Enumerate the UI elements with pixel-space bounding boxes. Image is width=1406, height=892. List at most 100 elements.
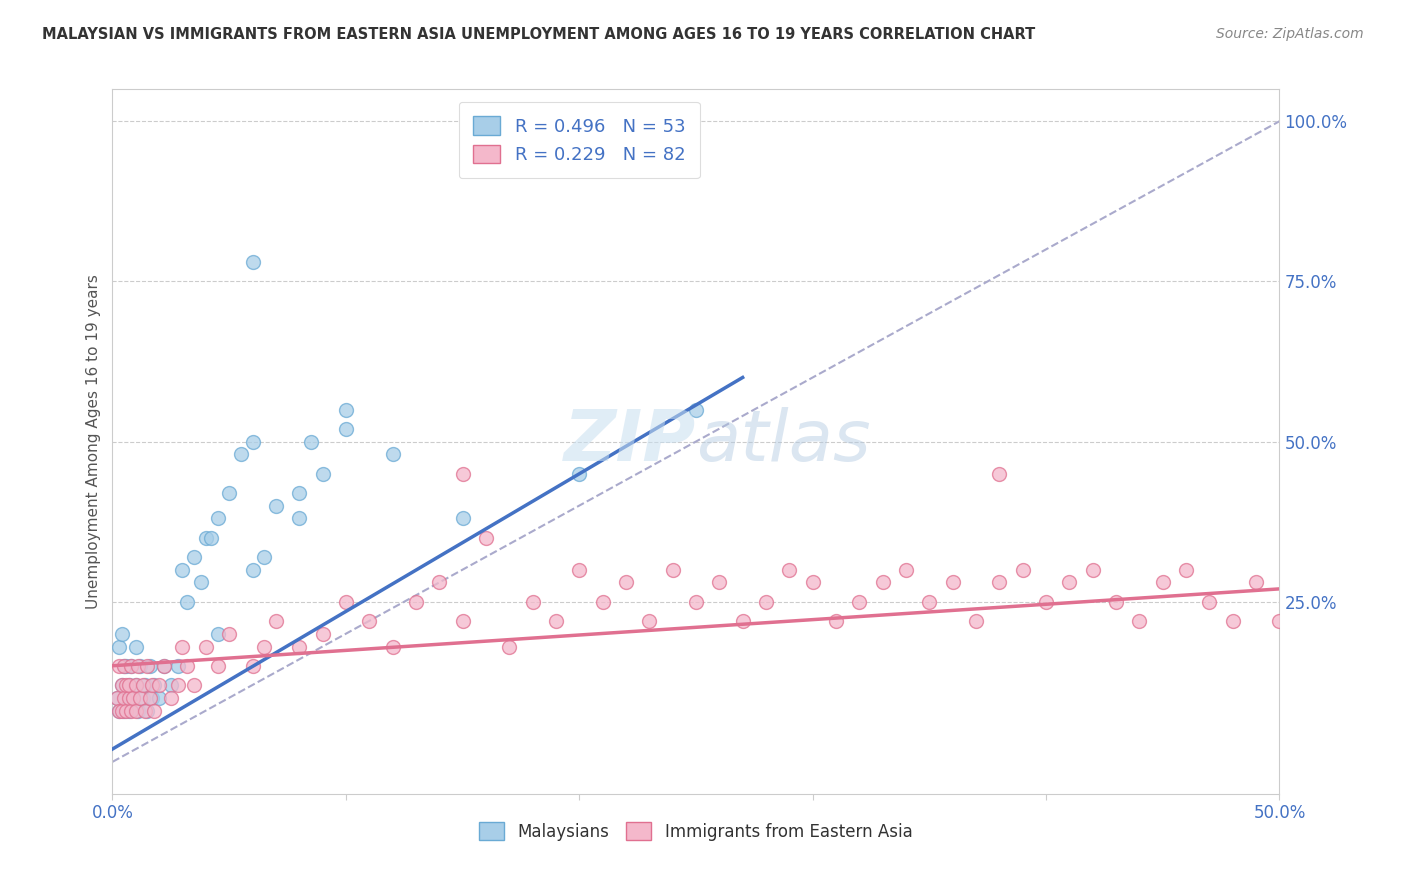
Point bbox=[335, 402, 357, 417]
Point bbox=[1081, 563, 1104, 577]
Point bbox=[451, 614, 474, 628]
Point bbox=[108, 658, 131, 673]
Point bbox=[143, 704, 166, 718]
Point bbox=[108, 640, 131, 654]
Point bbox=[1198, 595, 1220, 609]
Point bbox=[112, 658, 135, 673]
Point bbox=[132, 690, 155, 705]
Point bbox=[661, 563, 683, 577]
Point bbox=[1035, 595, 1057, 609]
Point bbox=[638, 614, 661, 628]
Point bbox=[115, 690, 138, 705]
Point bbox=[120, 658, 142, 673]
Point bbox=[242, 563, 264, 577]
Point bbox=[118, 690, 141, 705]
Point bbox=[105, 690, 128, 705]
Point bbox=[253, 640, 276, 654]
Point bbox=[120, 704, 142, 718]
Point bbox=[139, 690, 162, 705]
Point bbox=[118, 678, 141, 692]
Point bbox=[1222, 614, 1244, 628]
Point bbox=[568, 563, 591, 577]
Point bbox=[311, 626, 333, 640]
Point bbox=[207, 658, 229, 673]
Point bbox=[405, 595, 427, 609]
Point bbox=[1152, 575, 1174, 590]
Point bbox=[118, 704, 141, 718]
Point bbox=[381, 447, 404, 461]
Point bbox=[125, 678, 148, 692]
Point bbox=[592, 595, 614, 609]
Point bbox=[614, 575, 637, 590]
Point bbox=[125, 640, 148, 654]
Point bbox=[160, 678, 183, 692]
Point bbox=[264, 614, 287, 628]
Point bbox=[136, 658, 159, 673]
Point bbox=[120, 658, 142, 673]
Point bbox=[451, 511, 474, 525]
Point bbox=[801, 575, 824, 590]
Point bbox=[134, 704, 156, 718]
Text: ZIP: ZIP bbox=[564, 407, 696, 476]
Point bbox=[153, 658, 176, 673]
Point bbox=[1175, 563, 1198, 577]
Point bbox=[115, 658, 138, 673]
Point bbox=[111, 704, 134, 718]
Point bbox=[1011, 563, 1033, 577]
Point bbox=[148, 690, 170, 705]
Point bbox=[129, 690, 152, 705]
Point bbox=[183, 678, 205, 692]
Point bbox=[122, 690, 145, 705]
Point bbox=[988, 467, 1011, 481]
Point bbox=[136, 704, 159, 718]
Point bbox=[134, 678, 156, 692]
Text: MALAYSIAN VS IMMIGRANTS FROM EASTERN ASIA UNEMPLOYMENT AMONG AGES 16 TO 19 YEARS: MALAYSIAN VS IMMIGRANTS FROM EASTERN ASI… bbox=[42, 27, 1035, 42]
Point bbox=[120, 690, 142, 705]
Point bbox=[115, 678, 138, 692]
Point bbox=[988, 575, 1011, 590]
Y-axis label: Unemployment Among Ages 16 to 19 years: Unemployment Among Ages 16 to 19 years bbox=[86, 274, 101, 609]
Point bbox=[166, 658, 188, 673]
Point bbox=[242, 255, 264, 269]
Point bbox=[172, 640, 194, 654]
Point bbox=[498, 640, 520, 654]
Point bbox=[1059, 575, 1081, 590]
Point bbox=[141, 678, 163, 692]
Point bbox=[111, 678, 134, 692]
Point bbox=[1244, 575, 1267, 590]
Point bbox=[141, 690, 163, 705]
Point bbox=[166, 678, 188, 692]
Point bbox=[1268, 614, 1291, 628]
Point bbox=[108, 704, 131, 718]
Point bbox=[544, 614, 567, 628]
Point bbox=[427, 575, 450, 590]
Point bbox=[965, 614, 987, 628]
Point bbox=[1128, 614, 1150, 628]
Point bbox=[359, 614, 381, 628]
Point bbox=[176, 595, 198, 609]
Point bbox=[115, 704, 138, 718]
Point bbox=[522, 595, 544, 609]
Point bbox=[1105, 595, 1128, 609]
Point bbox=[160, 690, 183, 705]
Point bbox=[112, 658, 135, 673]
Point bbox=[848, 595, 870, 609]
Point bbox=[112, 690, 135, 705]
Point bbox=[335, 422, 357, 436]
Legend: Malaysians, Immigrants from Eastern Asia: Malaysians, Immigrants from Eastern Asia bbox=[471, 814, 921, 849]
Point bbox=[229, 447, 252, 461]
Point bbox=[288, 640, 311, 654]
Point bbox=[731, 614, 754, 628]
Point bbox=[894, 563, 917, 577]
Point bbox=[118, 678, 141, 692]
Point bbox=[122, 690, 145, 705]
Point bbox=[685, 595, 707, 609]
Point bbox=[381, 640, 404, 654]
Point bbox=[148, 678, 170, 692]
Point bbox=[299, 434, 322, 449]
Point bbox=[105, 690, 128, 705]
Point bbox=[218, 626, 240, 640]
Point bbox=[685, 402, 707, 417]
Text: atlas: atlas bbox=[696, 407, 870, 476]
Point bbox=[451, 467, 474, 481]
